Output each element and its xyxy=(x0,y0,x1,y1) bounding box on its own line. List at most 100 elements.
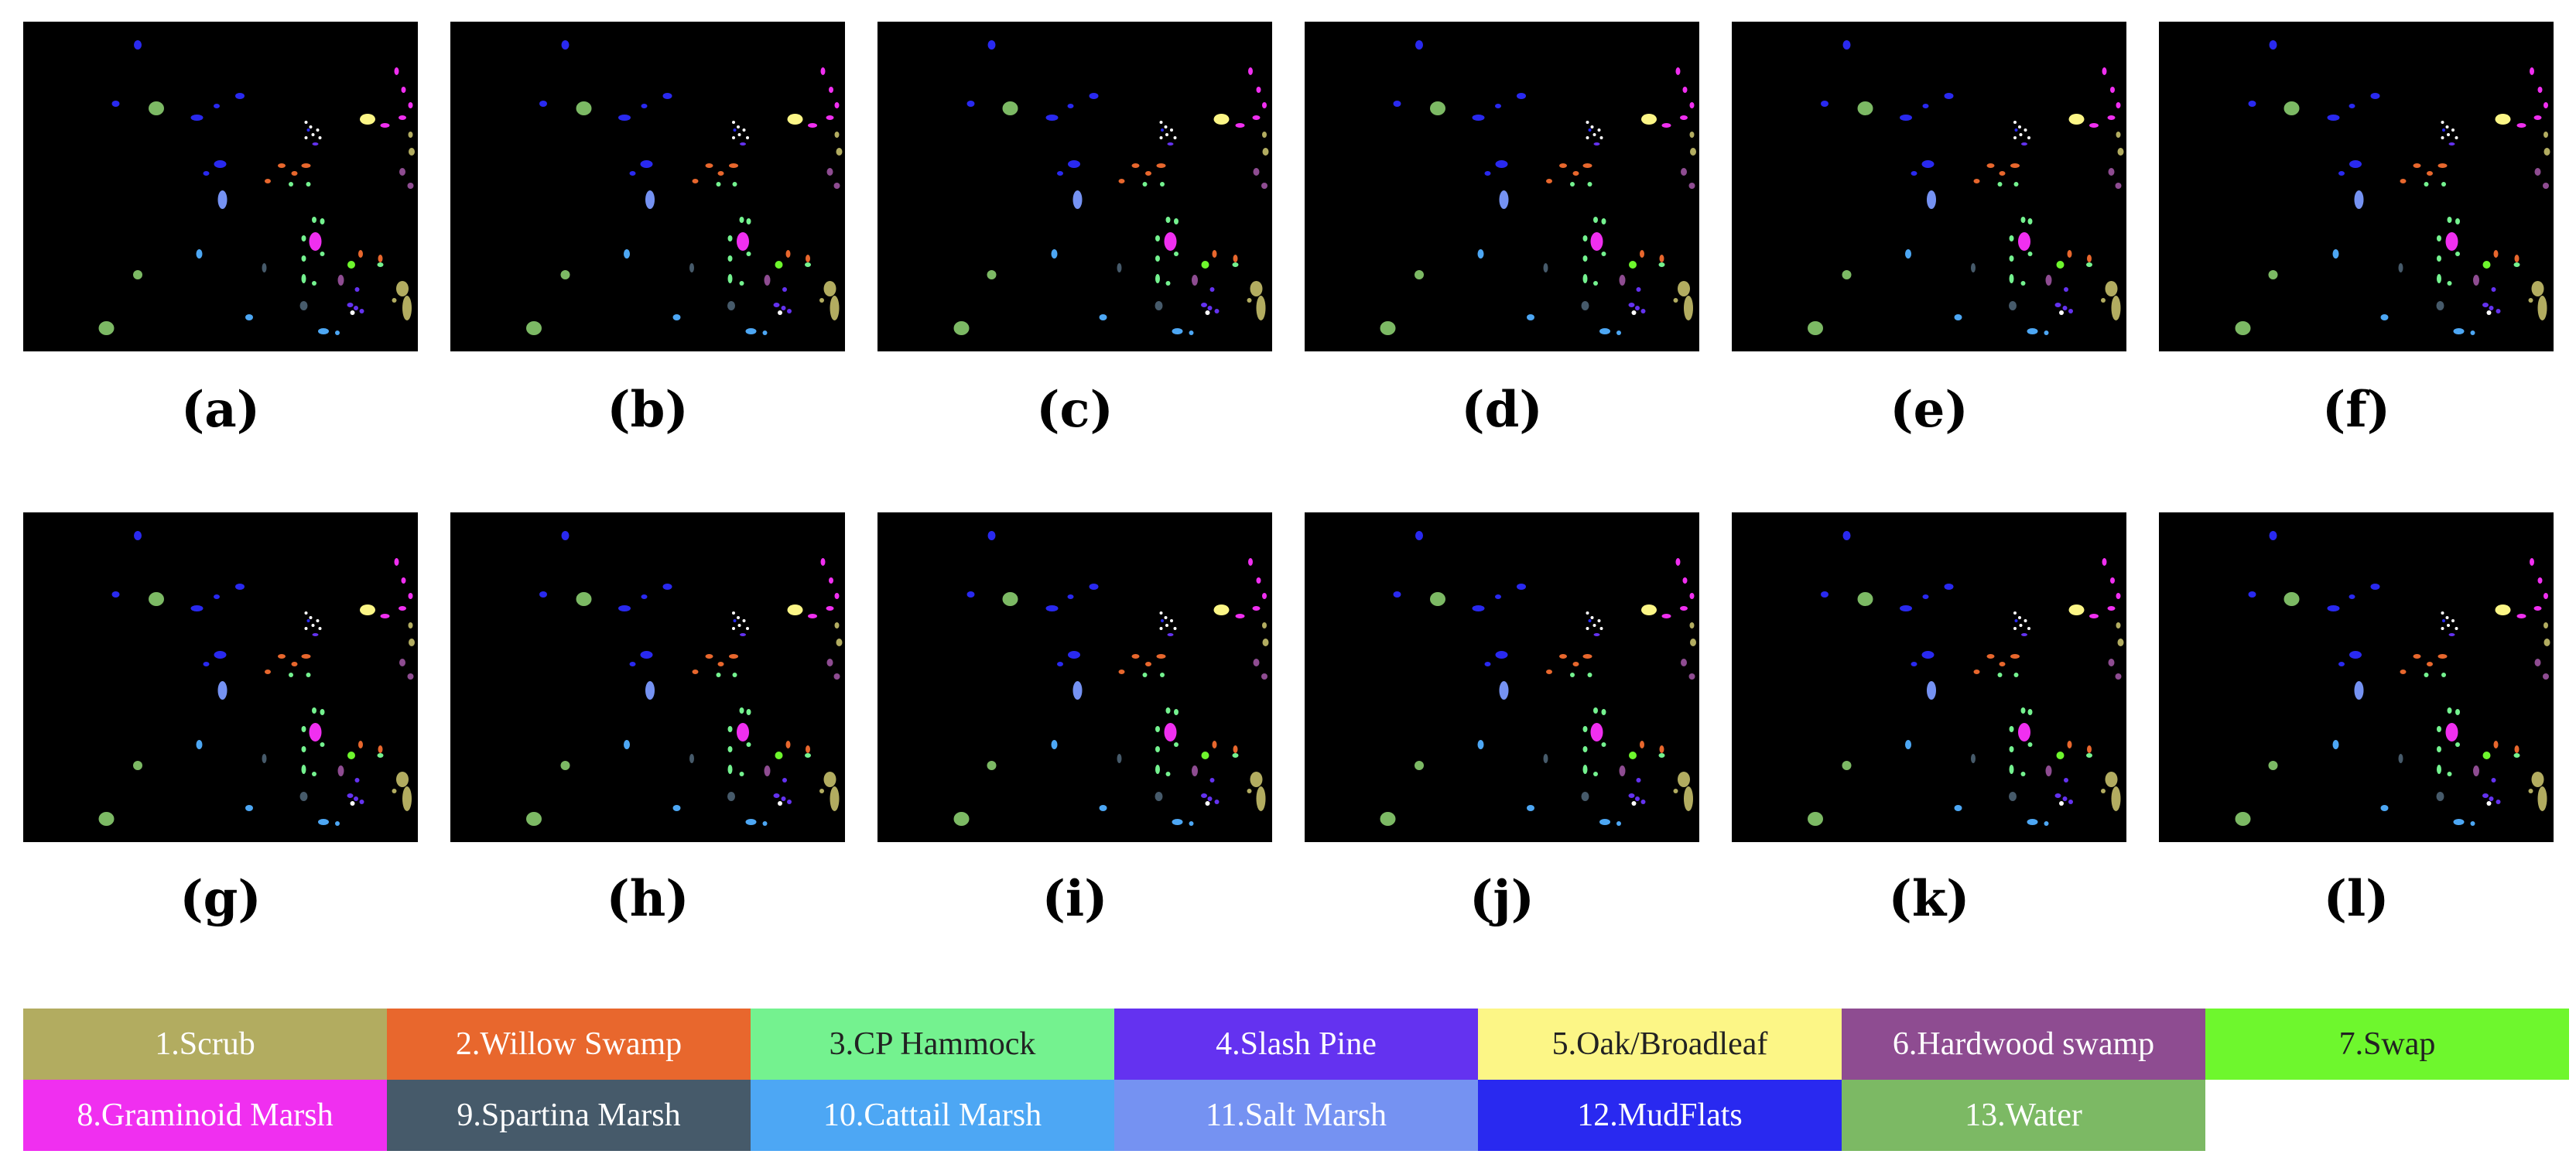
map-region xyxy=(1681,659,1687,666)
map-region xyxy=(1689,622,1695,628)
map-regions xyxy=(2235,531,2550,826)
map-region xyxy=(402,786,412,811)
map-region xyxy=(2453,328,2465,334)
map-region xyxy=(318,328,329,334)
map-region xyxy=(1209,287,1215,292)
map-region xyxy=(1495,160,1508,168)
map-region xyxy=(1250,772,1263,787)
map-region xyxy=(2537,786,2547,811)
map-region xyxy=(1628,793,1635,798)
map-region xyxy=(2528,789,2533,793)
map-region xyxy=(1205,310,1210,315)
map-region xyxy=(629,662,636,666)
map-region xyxy=(1192,275,1198,286)
map-region xyxy=(1586,136,1589,139)
map-region xyxy=(2380,805,2389,811)
map-region xyxy=(2495,604,2511,615)
map-region xyxy=(2445,125,2449,128)
map-region xyxy=(399,168,405,176)
map-region xyxy=(2400,179,2407,183)
map-region xyxy=(2400,670,2407,674)
map-region xyxy=(1067,104,1074,108)
map-region xyxy=(1256,786,1266,811)
map-region xyxy=(306,673,311,677)
map-region xyxy=(149,101,164,115)
map-region xyxy=(2349,651,2362,659)
panel-caption: (g) xyxy=(180,870,262,928)
map-region xyxy=(1393,591,1401,598)
map-region xyxy=(2424,182,2429,187)
map-region xyxy=(1628,303,1635,307)
map-region xyxy=(737,232,749,251)
map-region xyxy=(740,633,746,636)
map-region xyxy=(1067,594,1074,599)
classification-map-g xyxy=(23,512,418,842)
map-region xyxy=(1661,614,1671,618)
map-region xyxy=(2009,726,2014,732)
map-region xyxy=(337,765,344,776)
map-region xyxy=(2441,627,2444,630)
map-region xyxy=(301,726,306,732)
map-region xyxy=(1601,252,1606,256)
map-region xyxy=(2056,752,2065,759)
map-region xyxy=(2531,281,2544,296)
map-region xyxy=(1415,531,1423,540)
map-region xyxy=(1170,128,1173,132)
map-region xyxy=(733,619,737,622)
map-region xyxy=(245,805,253,811)
map-region xyxy=(705,654,713,659)
legend-entry: 10.Cattail Marsh xyxy=(751,1080,1114,1151)
map-region xyxy=(834,622,840,628)
map-region xyxy=(823,281,836,296)
map-region xyxy=(1900,605,1912,611)
map-region xyxy=(2491,778,2496,783)
map-region xyxy=(2009,255,2014,262)
map-region xyxy=(350,310,355,315)
map-region xyxy=(1616,821,1621,826)
classification-map-h xyxy=(450,512,845,842)
map-regions xyxy=(1808,531,2124,826)
map-region xyxy=(2021,633,2027,636)
map-region xyxy=(2516,123,2526,128)
map-regions xyxy=(98,531,415,826)
map-region xyxy=(2086,753,2092,758)
map-region xyxy=(1117,754,1122,763)
map-region xyxy=(2105,772,2118,787)
map-region xyxy=(834,132,840,138)
map-region xyxy=(1145,662,1151,666)
map-region xyxy=(301,255,306,262)
map-region xyxy=(1842,761,1852,770)
map-region xyxy=(2102,558,2107,566)
map-region xyxy=(2493,250,2499,258)
map-region xyxy=(560,761,570,770)
map-region xyxy=(1207,796,1213,801)
map-region xyxy=(2448,142,2455,146)
map-region xyxy=(662,584,672,590)
map-region xyxy=(1690,639,1696,646)
map-region xyxy=(320,252,325,256)
map-region xyxy=(1581,792,1589,801)
map-region xyxy=(2013,611,2017,615)
classification-map-b xyxy=(450,22,845,351)
map-region xyxy=(1997,182,2003,187)
map-region xyxy=(1256,577,1261,584)
map-region xyxy=(2544,622,2548,628)
classification-map-j xyxy=(1305,512,1699,842)
map-region xyxy=(1689,593,1695,599)
map-region xyxy=(265,670,271,674)
map-region xyxy=(1495,594,1501,599)
map-region xyxy=(2045,275,2052,286)
map-region xyxy=(1582,654,1592,659)
map-region xyxy=(727,274,733,283)
map-region xyxy=(775,261,783,269)
map-region xyxy=(316,128,320,132)
map-region xyxy=(1590,616,1594,619)
map-region xyxy=(235,93,245,99)
map-region xyxy=(2027,819,2038,825)
map-region xyxy=(299,792,308,801)
map-region xyxy=(727,301,735,310)
map-region xyxy=(2027,218,2033,224)
map-region xyxy=(1068,160,1080,168)
map-region xyxy=(672,314,681,320)
map-region xyxy=(394,558,399,566)
